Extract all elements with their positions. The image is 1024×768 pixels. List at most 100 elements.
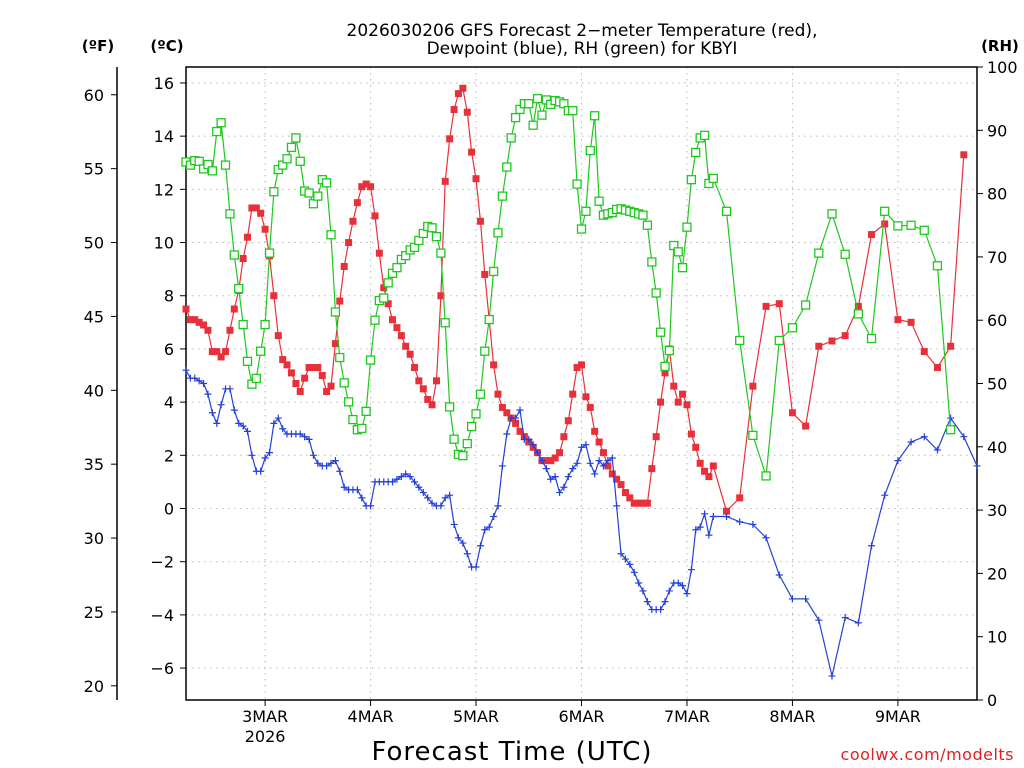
chart-title: 2026030206 GFS Forecast 2−meter Temperat… [347,21,818,59]
rh-point [932,261,943,271]
dewpoint-point [261,454,269,462]
rh-point [814,248,824,258]
dewpoint-point [621,555,629,563]
dewpoint-point [749,520,757,528]
rh-point [462,438,472,449]
dewpoint-point [674,579,682,587]
temperature-point [292,380,300,387]
temperature-point [569,390,577,398]
dewpoint-point [542,465,550,473]
fahrenheit-tick-label: 30 [84,529,104,548]
rh-point [212,126,222,137]
dewpoint-point [213,419,221,427]
rh-point [216,118,226,128]
temperature-point [239,254,247,262]
temperature-point [186,316,194,324]
dewpoint-point [516,406,524,414]
dewpoint-point [578,443,585,451]
rh-point [229,250,239,260]
rh-point [497,191,508,201]
temperature-point [815,342,823,350]
dewpoint-point [709,512,717,520]
temperature-point [424,395,432,403]
dewpoint-point [828,672,836,680]
dewpoint-point [547,475,555,483]
dewpoint-point [327,459,335,467]
temperature-point [621,489,629,497]
rh-point [251,373,261,384]
temperature-point [626,494,634,502]
dewpoint-point [534,449,542,457]
rh-point [321,178,332,188]
celsius-tick-label: 2 [164,446,174,465]
x-tick-label: 8MAR [769,707,815,726]
dewpoint-point [643,598,651,606]
temperature-point [643,499,651,507]
temperature-point [230,305,238,313]
temperature-point [613,475,621,483]
temperature-point [340,262,348,270]
dewpoint-point [538,457,546,465]
rh-point [642,220,653,230]
rh-point [677,263,688,273]
rh-point [220,160,231,170]
rh-point [537,110,547,120]
dewpoint-point [358,494,366,502]
dewpoint-point [437,502,445,510]
dewpoint-point [301,433,309,441]
dewpoint-point [586,459,594,467]
rh-point [651,288,661,298]
temperature-point [503,409,511,417]
temperature-point [591,427,599,435]
dewpoint-point [235,419,243,427]
celsius-tick-label: 10 [154,234,174,253]
dewpoint-point [446,491,454,499]
temperature-point [358,183,366,191]
dewpoint-point [635,579,643,587]
dewpoint-point [907,438,915,446]
dewpoint-point [226,385,234,393]
rh-point [735,335,745,346]
temperature-point [595,438,603,446]
temperature-point [195,318,203,326]
dewpoint-point [661,598,669,606]
temperature-point [454,90,462,98]
dewpoint-point [481,526,489,534]
celsius-tick-label: 6 [164,340,174,359]
dewpoint-point [397,473,405,481]
rh-point [436,248,446,258]
temperature-point [331,340,339,348]
dewpoint-point [679,582,687,590]
rh-point [361,406,371,417]
dewpoint-point [309,451,317,459]
dewpoint-point [736,518,744,526]
temperature-point [191,316,199,324]
series-layer [182,85,981,680]
temperature-point [723,507,731,515]
temperature-point [687,430,695,438]
rh-point [466,421,477,432]
rh-unit-label: (RH) [981,37,1019,55]
rh-point [383,278,393,288]
dewpoint-point [512,414,520,422]
temperature-point [384,300,392,308]
rh-tick-label: 100 [987,58,1018,77]
temperature-point [828,337,836,345]
dewpoint-point [868,542,876,550]
temperature-point [556,449,564,457]
temperature-point [243,233,251,241]
rh-point [488,266,499,277]
temperature-point [200,321,208,329]
temperature-point [894,316,902,324]
dewpoint-point [450,520,458,528]
temperature-point [441,177,449,185]
temperature-point [336,297,344,305]
dewpoint-point [665,587,673,595]
rh-tick-label: 70 [987,248,1007,267]
celsius-tick-label: 0 [164,500,174,519]
temperature-point [604,462,612,470]
dewpoint-point [494,502,502,510]
temperature-point [279,356,287,364]
